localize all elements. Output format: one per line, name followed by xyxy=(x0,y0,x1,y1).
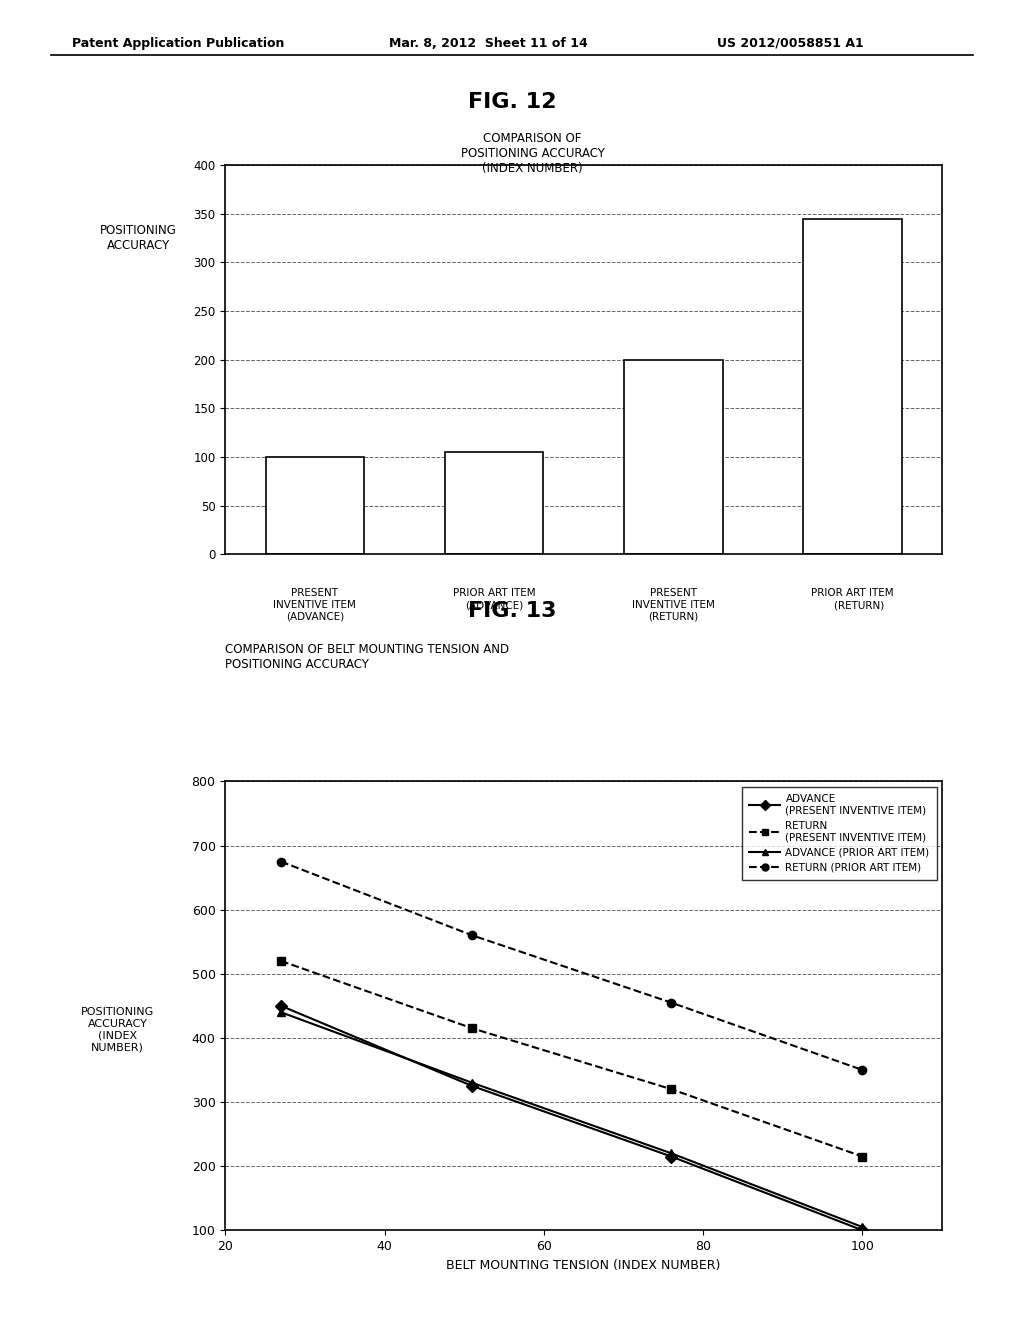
Text: PRIOR ART ITEM
(ADVANCE): PRIOR ART ITEM (ADVANCE) xyxy=(453,589,536,610)
Bar xyxy=(265,457,365,554)
Text: PRIOR ART ITEM
    (RETURN): PRIOR ART ITEM (RETURN) xyxy=(811,589,894,610)
Text: POSITIONING
ACCURACY: POSITIONING ACCURACY xyxy=(99,223,177,252)
Text: PRESENT
INVENTIVE ITEM
(RETURN): PRESENT INVENTIVE ITEM (RETURN) xyxy=(632,589,715,622)
Text: PRESENT
INVENTIVE ITEM
(ADVANCE): PRESENT INVENTIVE ITEM (ADVANCE) xyxy=(273,589,356,622)
Text: FIG. 12: FIG. 12 xyxy=(468,92,556,112)
Text: COMPARISON OF BELT MOUNTING TENSION AND
POSITIONING ACCURACY: COMPARISON OF BELT MOUNTING TENSION AND … xyxy=(225,643,509,671)
Text: US 2012/0058851 A1: US 2012/0058851 A1 xyxy=(717,37,863,50)
Text: Mar. 8, 2012  Sheet 11 of 14: Mar. 8, 2012 Sheet 11 of 14 xyxy=(389,37,588,50)
Text: Patent Application Publication: Patent Application Publication xyxy=(72,37,284,50)
Bar xyxy=(624,360,723,554)
Bar xyxy=(803,219,902,554)
Text: POSITIONING
ACCURACY
(INDEX
NUMBER): POSITIONING ACCURACY (INDEX NUMBER) xyxy=(81,1007,155,1052)
Text: FIG. 13: FIG. 13 xyxy=(468,601,556,620)
Text: COMPARISON OF
POSITIONING ACCURACY
(INDEX NUMBER): COMPARISON OF POSITIONING ACCURACY (INDE… xyxy=(461,132,604,176)
Bar xyxy=(444,453,544,554)
X-axis label: BELT MOUNTING TENSION (INDEX NUMBER): BELT MOUNTING TENSION (INDEX NUMBER) xyxy=(446,1258,721,1271)
Legend: ADVANCE
(PRESENT INVENTIVE ITEM), RETURN
(PRESENT INVENTIVE ITEM), ADVANCE (PRIO: ADVANCE (PRESENT INVENTIVE ITEM), RETURN… xyxy=(741,787,937,880)
